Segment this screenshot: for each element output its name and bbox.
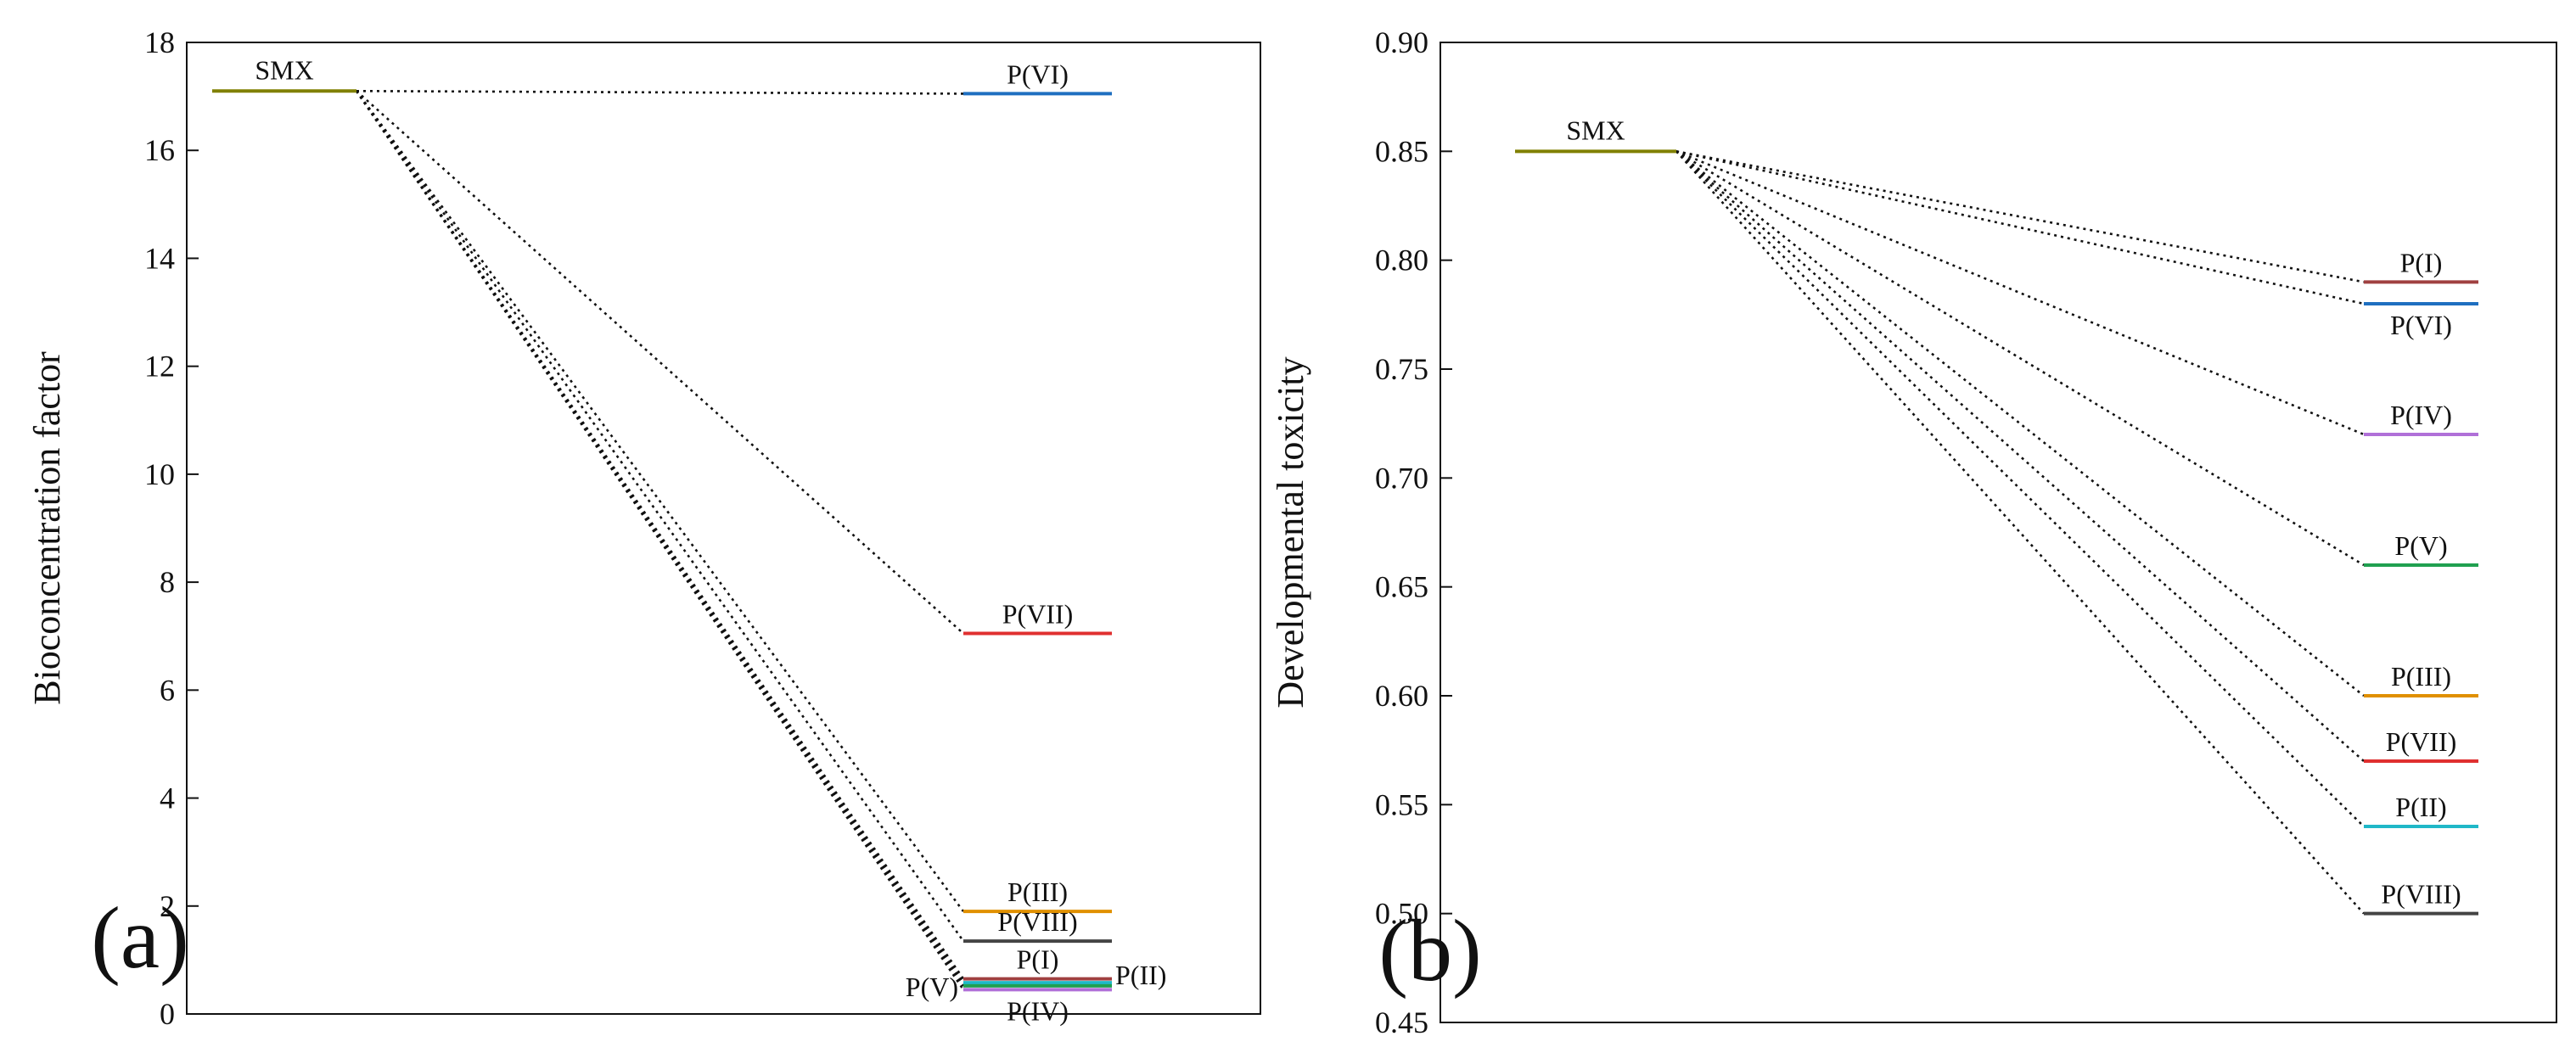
product-level-label: P(II) <box>1115 960 1166 990</box>
parent-level-label: SMX <box>255 54 313 85</box>
y-tick-label: 8 <box>160 565 175 599</box>
y-tick-label: 12 <box>144 350 175 384</box>
product-level-label: P(VI) <box>2390 310 2452 340</box>
connector-line <box>1675 150 2365 915</box>
connector-line <box>355 90 965 991</box>
parent-level-label: SMX <box>1566 115 1625 145</box>
product-level-label: P(V) <box>2394 530 2447 561</box>
connector-line <box>1675 150 2365 762</box>
product-level-label: P(VII) <box>2386 726 2457 757</box>
y-axis-title: Developmental toxicity <box>1270 356 1311 708</box>
connector-line <box>1675 150 2365 305</box>
connector-line <box>355 90 965 987</box>
y-tick-label: 0.55 <box>1375 787 1428 821</box>
y-tick-label: 0.60 <box>1375 679 1428 713</box>
y-tick-label: 0 <box>160 997 175 1031</box>
y-axis-title: Bioconcentration factor <box>26 351 68 705</box>
connector-line <box>356 90 964 635</box>
panel-a-bioconcentration-factor: 0 2 4 6 8 10 12 14 16 18 Bioconcentration factor SM… <box>26 25 1261 1031</box>
product-level-label: P(IV) <box>1007 995 1069 1026</box>
product-level-label: P(VII) <box>1002 599 1074 630</box>
plot-frame <box>1440 42 2557 1023</box>
y-tick-label: 0.45 <box>1375 1005 1428 1039</box>
y-tick-label: 16 <box>144 133 175 167</box>
product-level-label: P(I) <box>1017 944 1059 975</box>
product-level-label: P(I) <box>2400 247 2443 277</box>
panel-label: (b) <box>1378 902 1481 1000</box>
y-tick-label: 14 <box>144 241 175 275</box>
y-tick-label: 0.50 <box>1375 897 1428 931</box>
y-tick-label: 18 <box>144 25 175 59</box>
connector-line <box>356 89 964 95</box>
y-tick-label: 10 <box>144 457 175 491</box>
y-tick-label: 6 <box>160 673 175 707</box>
connector-line <box>355 90 965 942</box>
connector-line <box>1675 150 2365 567</box>
y-tick-label: 0.65 <box>1375 570 1428 604</box>
connector-line <box>1675 150 2365 436</box>
connector-line <box>1675 150 2365 697</box>
product-level-label: P(III) <box>2391 661 2451 692</box>
y-tick-label: 0.70 <box>1375 461 1428 495</box>
y-tick-label: 2 <box>160 889 175 923</box>
panel-b-developmental-toxicity: 0.45 0.50 0.55 0.60 0.65 0.70 0.75 0.80 0.85 0.90… <box>1270 25 2557 1039</box>
product-level-label: P(II) <box>2395 792 2446 822</box>
product-level-label: P(IV) <box>2390 400 2452 430</box>
y-tick-label: 0.90 <box>1375 25 1428 59</box>
y-tick-label: 0.85 <box>1375 134 1428 168</box>
product-level-label: P(VIII) <box>997 906 1077 937</box>
connector-line <box>1675 150 2365 283</box>
y-tick-label: 0.80 <box>1375 244 1428 277</box>
y-tick-label: 0.75 <box>1375 352 1428 386</box>
panel-label: (a) <box>91 889 188 987</box>
plot-frame <box>186 42 1261 1015</box>
product-level-label: P(III) <box>1007 877 1068 907</box>
connector-line <box>355 90 965 912</box>
product-level-label: P(VI) <box>1007 59 1069 89</box>
product-level-label: P(VIII) <box>2381 879 2461 910</box>
y-tick-label: 4 <box>160 781 175 815</box>
product-level-label: P(V) <box>906 972 958 1002</box>
connector-line <box>1675 150 2365 827</box>
connector-line <box>355 90 965 983</box>
